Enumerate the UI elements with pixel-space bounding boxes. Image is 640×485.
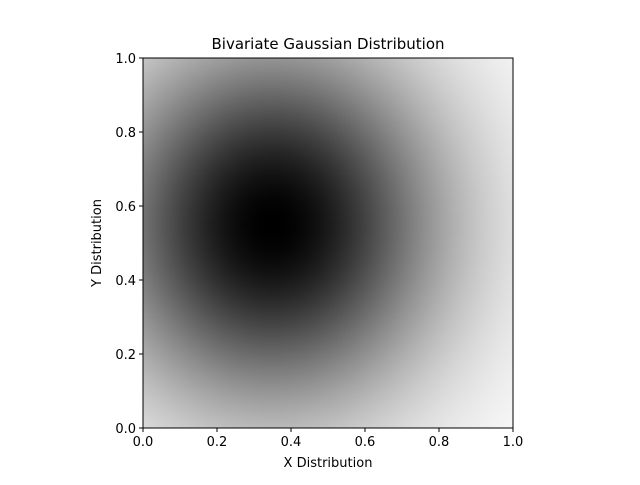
- chart-title: Bivariate Gaussian Distribution: [211, 35, 444, 53]
- y-tick-label: 0.0: [115, 422, 136, 437]
- x-tick-label: 1.0: [503, 435, 524, 450]
- x-tick-label: 0.2: [207, 435, 228, 450]
- y-axis: 0.0 0.2 0.4 0.6 0.8 1.0: [115, 52, 143, 437]
- y-axis-label: Y Distribution: [90, 199, 105, 288]
- x-tick-label: 0.8: [429, 435, 450, 450]
- x-axis-label: X Distribution: [284, 456, 373, 471]
- density-heatmap: [143, 58, 513, 428]
- plot-frame: [142, 57, 514, 429]
- y-tick-label: 1.0: [115, 52, 136, 67]
- y-tick-label: 0.4: [115, 274, 136, 289]
- x-tick-label: 0.4: [281, 435, 302, 450]
- x-axis: 0.0 0.2 0.4 0.6 0.8 1.0: [133, 428, 524, 450]
- y-tick-label: 0.2: [115, 348, 136, 363]
- x-tick-label: 0.6: [355, 435, 376, 450]
- y-tick-label: 0.8: [115, 126, 136, 141]
- x-tick-label: 0.0: [133, 435, 154, 450]
- y-tick-label: 0.6: [115, 200, 136, 215]
